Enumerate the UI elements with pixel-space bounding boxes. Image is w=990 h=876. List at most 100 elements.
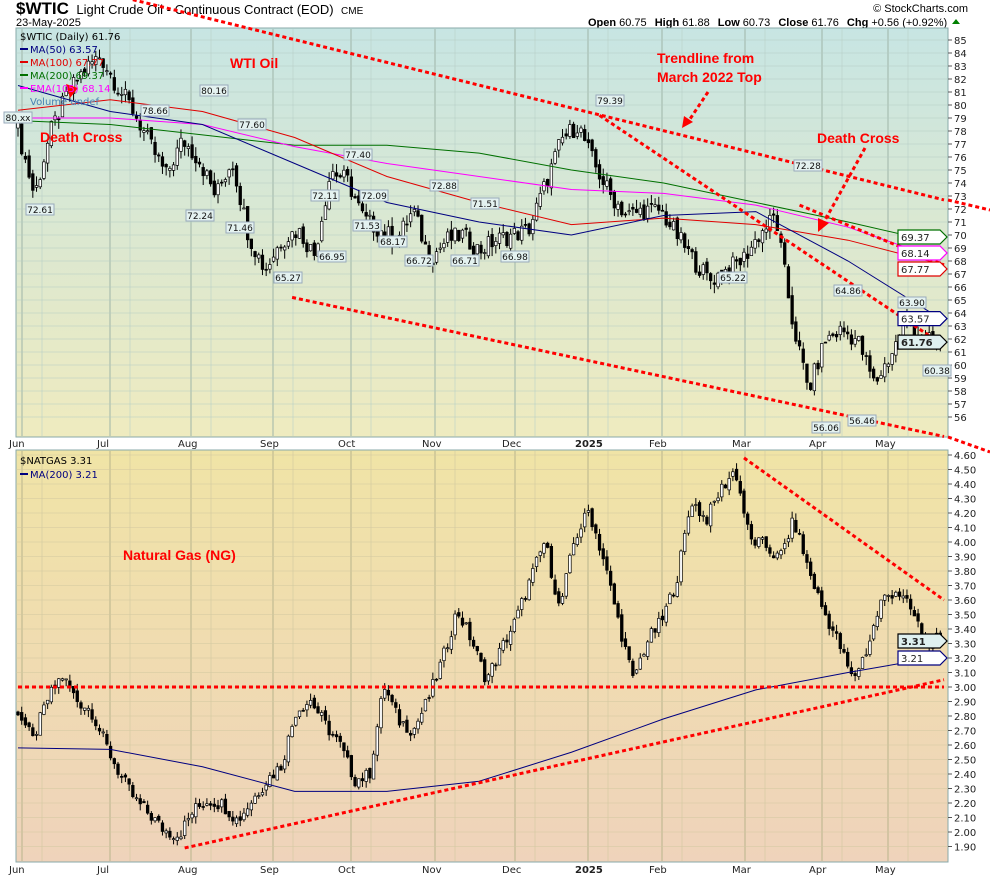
candle-up [368, 214, 372, 217]
candle-down [620, 614, 624, 642]
candle-down [294, 234, 298, 239]
candle-down [697, 271, 702, 276]
y-tick-label: 3.60 [954, 596, 976, 607]
y-tick-label: 4.40 [954, 480, 976, 491]
candle-up [516, 609, 520, 619]
x-tick-label: Oct [338, 439, 355, 450]
arrow-trendline [686, 91, 710, 123]
price-label-box [3, 111, 33, 124]
candle-down [820, 590, 824, 607]
y-tick-label: 74 [954, 179, 967, 190]
price-label-box [359, 189, 389, 202]
candle-up [64, 678, 68, 681]
candle-up [786, 538, 791, 543]
candle-up [438, 661, 442, 679]
y-tick-label: 4.30 [954, 495, 976, 506]
x-tick-label: Sep [260, 439, 279, 450]
annotation-death-cross-left: Death Cross [40, 129, 123, 145]
candle-down [234, 165, 239, 187]
price-label-box [429, 179, 459, 192]
candle-up [649, 628, 654, 643]
candle-down [471, 245, 476, 256]
candle-down [197, 161, 202, 165]
candle-up [812, 363, 817, 392]
candle-down [138, 119, 142, 131]
candle-down [208, 803, 213, 806]
candle-up [120, 93, 124, 96]
price-label: 65.22 [720, 274, 746, 284]
candle-down [338, 175, 342, 178]
candle-down [212, 803, 216, 807]
candle-up [894, 341, 898, 356]
y-tick-label: 3.80 [954, 567, 976, 578]
candle-up [320, 712, 324, 716]
candle-down [557, 591, 561, 604]
candle-up [186, 818, 191, 821]
candle-down [120, 776, 124, 778]
candle-down [316, 706, 320, 714]
price-label-box [352, 219, 382, 232]
candle-up [171, 164, 176, 171]
rising-support [184, 678, 945, 850]
candle-up [527, 579, 531, 601]
candle-up [453, 227, 457, 242]
candle-down [849, 334, 854, 345]
y-tick-label: 67 [954, 270, 967, 281]
candle-up [512, 228, 516, 234]
candle-down [831, 333, 835, 336]
annotation-natural-gas: Natural Gas (NG) [123, 547, 236, 563]
candle-down [201, 806, 205, 808]
candle-up [145, 130, 150, 133]
oil-panel [15, 27, 949, 438]
candle-up [94, 56, 98, 65]
candle-up [564, 573, 568, 597]
legend-swatch [20, 87, 28, 89]
y-tick-label: 75 [954, 166, 967, 177]
candle-down [31, 173, 35, 191]
candle-down [909, 598, 913, 610]
candle-down [138, 798, 142, 805]
candle-down [94, 719, 98, 727]
candle-up [646, 205, 650, 219]
price-label: 78.66 [142, 107, 168, 117]
candle-up [79, 71, 83, 80]
candle-down [868, 355, 872, 372]
candle-up [275, 247, 279, 260]
x-tick-label: Dec [502, 439, 521, 450]
last-value-tag [897, 229, 948, 245]
candle-down [334, 734, 339, 738]
candle-down [20, 123, 24, 155]
up-arrow-icon [952, 19, 960, 24]
falling-resistance [743, 456, 945, 602]
x-tick-label: May [875, 439, 896, 450]
candle-down [523, 224, 528, 226]
candle-up [142, 130, 146, 133]
candle-down [434, 678, 439, 681]
candle-up [568, 124, 572, 137]
price-label-box [343, 148, 373, 161]
candle-down [764, 536, 768, 548]
candle-down [183, 140, 187, 147]
candle-down [905, 595, 909, 599]
candle-down [794, 519, 798, 533]
candle-up [290, 231, 294, 241]
candle-down [460, 617, 465, 626]
candle-down [786, 266, 791, 299]
candle-down [153, 141, 157, 155]
candle-up [249, 802, 254, 811]
candle-up [283, 759, 287, 770]
candle-up [364, 770, 368, 782]
legend-ema: EMA(105) 68.14 [30, 84, 110, 95]
candle-down [420, 214, 424, 242]
candle-down [571, 123, 576, 139]
x-tick-label: Jun [8, 439, 25, 450]
y-tick-label: 1.90 [954, 843, 976, 854]
legend-title: $NATGAS 3.31 [20, 456, 92, 467]
y-tick-label: 84 [954, 49, 967, 60]
candle-up [271, 256, 276, 262]
candle-down [468, 621, 472, 641]
candle-up [49, 120, 53, 147]
annotation-wti-oil: WTI Oil [230, 55, 278, 71]
y-tick-label: 3.70 [954, 582, 976, 593]
candle-down [871, 368, 876, 379]
